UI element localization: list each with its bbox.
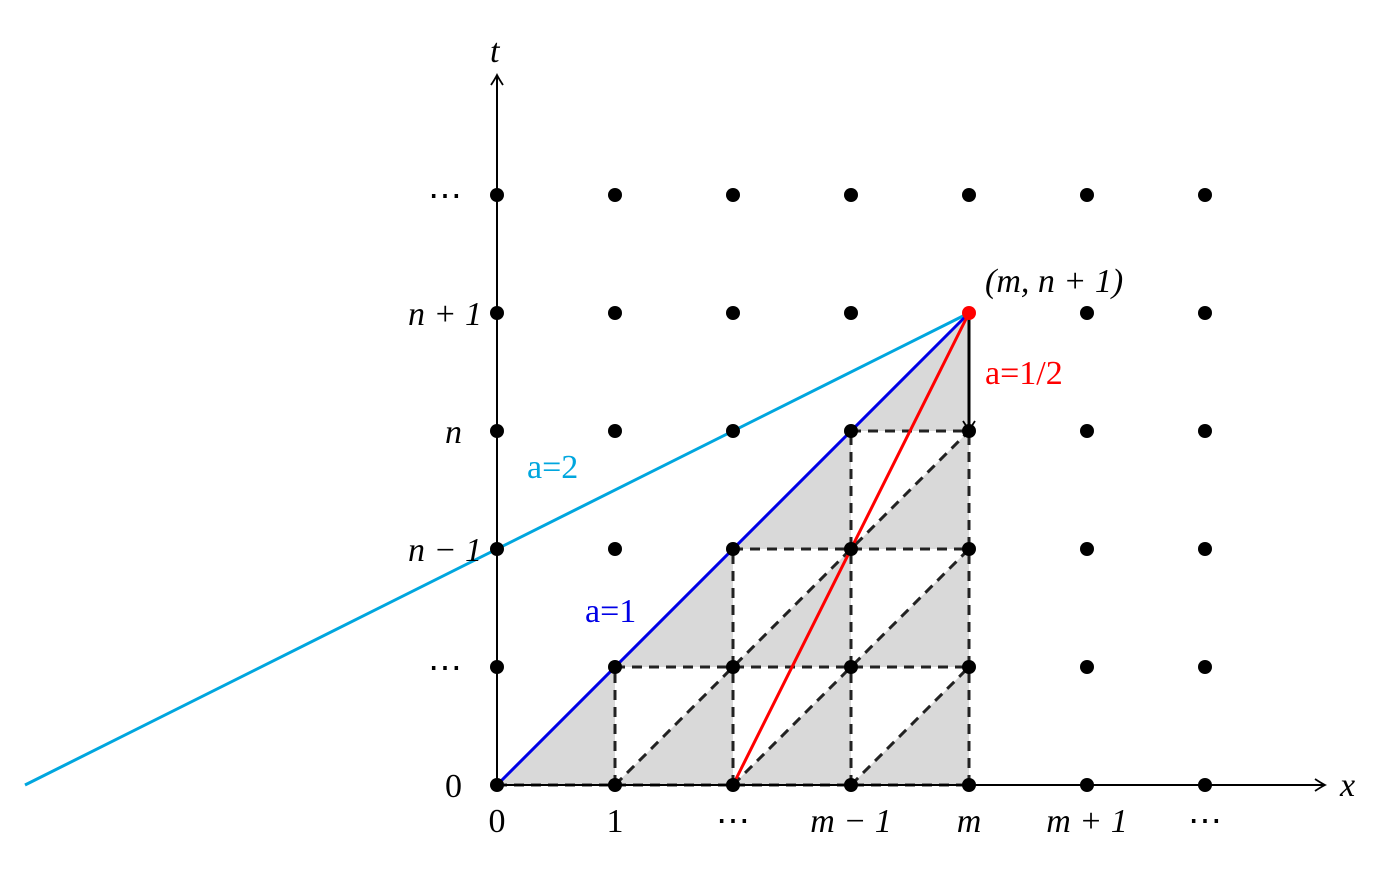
lattice-point [608,188,622,202]
lattice-point [1080,778,1094,792]
x-axis-name: x [1339,767,1355,804]
line-label: a=2 [527,449,578,486]
t-label: ⋯ [428,178,462,215]
lattice-point [844,188,858,202]
point-label: (m, n + 1) [985,263,1123,300]
lattice-point [962,660,976,674]
lattice-point [490,778,504,792]
lattice-point [726,306,740,320]
lattice [490,188,1212,792]
x-label: m [957,803,982,840]
line-label: a=1 [585,593,636,630]
line-label: a=1/2 [985,355,1063,392]
lattice-point [962,188,976,202]
lattice-point [1080,424,1094,438]
lattice-point [844,660,858,674]
x-label: 1 [607,803,624,840]
lattice-point [726,778,740,792]
lattice-point [1080,542,1094,556]
x-label: 0 [489,803,506,840]
t-label: n − 1 [408,532,482,569]
lattice-point [1198,778,1212,792]
lattice-point [726,424,740,438]
t-label: n [445,414,462,451]
lattice-point [962,424,976,438]
lattice-point [608,778,622,792]
x-label: ⋯ [1188,803,1222,840]
lattice-point [1198,188,1212,202]
lattice-point [844,542,858,556]
t-label: ⋯ [428,650,462,687]
lattice-point [490,424,504,438]
labels: x t (m, n + 1) a=2 a=1 a=1/2 0 1 ⋯ m − 1 m m … [408,33,1355,840]
lattice-point [490,188,504,202]
lattice-point [1198,424,1212,438]
lattice-point [726,188,740,202]
lattice-point [490,542,504,556]
lattice-point [1198,542,1212,556]
lattice-point [490,306,504,320]
lattice-point [962,542,976,556]
lattice-point [726,542,740,556]
lattice-point [844,778,858,792]
lattice-point [726,660,740,674]
x-label: m + 1 [1046,803,1128,840]
lattice-point [608,306,622,320]
t-label: 0 [445,768,462,805]
t-label: n + 1 [408,296,482,333]
lattice-point [490,660,504,674]
t-axis-name: t [490,33,501,70]
lattice-point [1080,306,1094,320]
lattice-point [962,778,976,792]
lattice-point [844,306,858,320]
lattice-point [1080,188,1094,202]
x-label: m − 1 [810,803,892,840]
lattice-point [962,306,976,320]
lattice-point [1198,306,1212,320]
lattice-point [608,424,622,438]
lattice-point [608,660,622,674]
lattice-point [1198,660,1212,674]
lattice-point [1080,660,1094,674]
lattice-point [608,542,622,556]
x-label: ⋯ [716,803,750,840]
lattice-point [844,424,858,438]
